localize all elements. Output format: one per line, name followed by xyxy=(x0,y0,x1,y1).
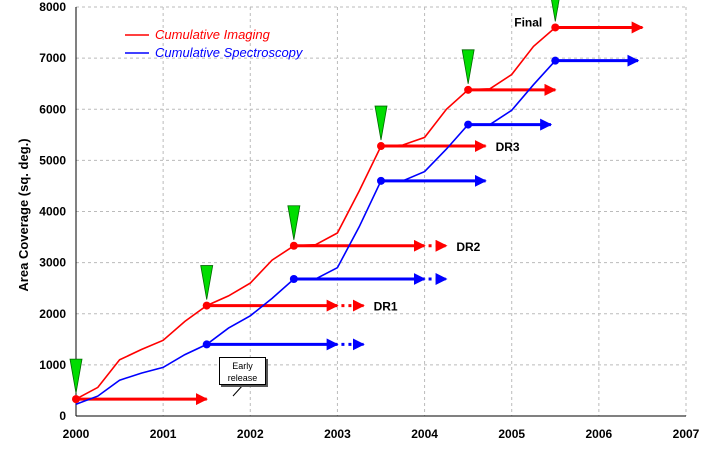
x-tick-label: 2002 xyxy=(237,427,264,441)
series-lines xyxy=(75,26,556,405)
release-marker-triangle xyxy=(69,358,83,394)
imaging-release-dot xyxy=(202,301,211,310)
callout-line-2: release xyxy=(227,373,258,383)
legend: Cumulative Imaging Cumulative Spectrosco… xyxy=(125,27,304,60)
y-tick-label: 0 xyxy=(59,409,66,423)
spectroscopy-release-dot xyxy=(202,340,211,349)
legend-label-imaging: Cumulative Imaging xyxy=(155,27,271,42)
spectroscopy-release-dot xyxy=(464,120,473,129)
release-label: Final xyxy=(514,15,542,29)
y-tick-label: 8000 xyxy=(39,0,66,14)
release-label: DR1 xyxy=(374,300,398,314)
axes: 2000 2001 2002 2003 2004 2005 2006 2007 0 1000 200… xyxy=(39,0,699,441)
imaging-release-dot xyxy=(289,241,298,250)
grid xyxy=(76,6,687,416)
spectroscopy-release-dot xyxy=(551,56,560,65)
x-tick-label: 2005 xyxy=(498,427,525,441)
x-tick-label: 2006 xyxy=(586,427,613,441)
y-axis-label: Area Coverage (sq. deg.) xyxy=(16,138,31,291)
callout-pointer xyxy=(232,384,244,397)
x-tick-label: 2001 xyxy=(150,427,177,441)
imaging-series-line xyxy=(75,26,556,400)
legend-label-spectroscopy: Cumulative Spectroscopy xyxy=(155,45,304,60)
spectroscopy-series-line xyxy=(75,60,556,405)
release-arrows xyxy=(76,21,644,406)
release-label: DR3 xyxy=(496,140,520,154)
spectroscopy-release-dot xyxy=(377,176,385,185)
y-tick-label: 2000 xyxy=(39,307,66,321)
release-marker-triangle xyxy=(287,205,301,240)
callout-line-1: Early xyxy=(232,361,253,371)
y-tick-label: 7000 xyxy=(39,51,66,65)
imaging-release-dot xyxy=(464,85,473,94)
y-tick-label: 6000 xyxy=(39,102,66,116)
y-tick-label: 1000 xyxy=(39,358,66,372)
x-tick-label: 2000 xyxy=(63,427,90,441)
release-label: DR2 xyxy=(456,240,480,254)
early-release-callout: Early release xyxy=(219,357,266,385)
spectroscopy-release-dot xyxy=(289,274,298,283)
release-marker-triangle xyxy=(374,105,388,141)
y-tick-label: 3000 xyxy=(39,256,66,270)
release-marker-triangle xyxy=(551,0,560,22)
x-tick-label: 2007 xyxy=(673,427,700,441)
release-labels: DR1 DR2 DR3 Final xyxy=(374,15,543,313)
imaging-release-dot xyxy=(551,23,560,32)
y-tick-label: 5000 xyxy=(39,153,66,167)
x-tick-label: 2003 xyxy=(324,427,351,441)
imaging-release-dot xyxy=(377,142,385,151)
imaging-release-dot xyxy=(72,395,80,404)
release-markers xyxy=(69,0,560,404)
y-tick-label: 4000 xyxy=(39,205,66,219)
release-marker-triangle xyxy=(461,49,475,84)
release-marker-triangle xyxy=(200,265,214,300)
x-tick-label: 2004 xyxy=(411,427,438,441)
